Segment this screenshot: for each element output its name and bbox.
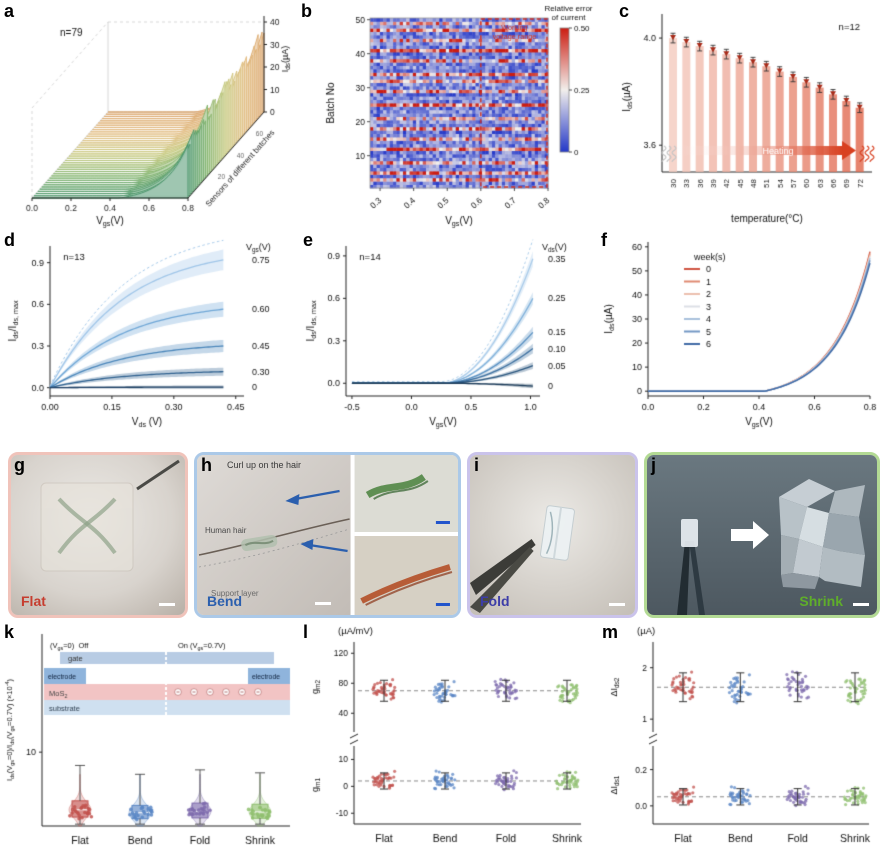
panel-letter-a: a: [4, 1, 15, 21]
panel-k-chart: [2, 622, 296, 858]
arrow-left-head: [285, 494, 300, 505]
panel-letter-c: c: [619, 1, 630, 21]
tweezers-icon: [689, 541, 705, 615]
arrow-right-icon: [731, 521, 769, 549]
panel-letter-h: h: [201, 455, 212, 475]
film-in-tweezers: [681, 519, 698, 547]
arrow-left-icon: [309, 543, 348, 553]
panel-letter-e: e: [303, 230, 314, 250]
panel-d-chart: [2, 232, 298, 446]
panel-l-chart: [298, 622, 595, 858]
tweezers-icon: [470, 547, 534, 613]
inset-scale-bar: [435, 603, 450, 606]
shrink-illustration: [647, 455, 877, 615]
photo-fold: Fold: [467, 452, 638, 618]
flat-label: Flat: [21, 593, 46, 609]
photo-flat: Flat: [8, 452, 188, 618]
bent-device: [241, 534, 278, 552]
panel-letter-b: b: [301, 1, 312, 21]
device-channel: [57, 497, 117, 555]
arrow-left-head: [300, 539, 314, 550]
arrow-left-icon: [295, 489, 340, 501]
fold-label: Fold: [480, 593, 510, 609]
probe-icon: [136, 459, 180, 491]
panel-e-chart: [300, 232, 596, 446]
panel-letter-f: f: [601, 230, 607, 250]
photo-bend: Curl up on the hair Human hair Support l…: [194, 452, 461, 618]
panel-f-chart: [598, 232, 883, 446]
panel-a-chart: [2, 2, 294, 230]
panel-m-chart: [597, 622, 883, 858]
shrink-scale-bar: [853, 603, 869, 606]
panel-c-chart: [616, 2, 883, 230]
curl-annotation: Curl up on the hair: [227, 460, 302, 470]
panel-letter-g: g: [14, 455, 25, 475]
inset-green-device: [365, 474, 426, 499]
panel-letter-l: l: [303, 622, 309, 642]
panel-letter-j: j: [651, 455, 657, 475]
support-layer-annotation: Support layer: [211, 589, 259, 599]
flat-device-illustration: [11, 455, 185, 615]
panel-b-chart: [296, 2, 614, 230]
fold-scale-bar: [609, 603, 625, 606]
fold-illustration: [470, 455, 635, 615]
tweezers-icon: [677, 541, 690, 615]
tweezers-icon: [470, 539, 536, 595]
bend-illustration: [197, 455, 458, 615]
crumpled-film: [779, 479, 865, 589]
human-hair-annotation: Human hair: [205, 526, 247, 535]
flat-scale-bar: [159, 603, 175, 606]
panel-letter-d: d: [4, 230, 15, 250]
panel-letter-k: k: [4, 622, 15, 642]
shrink-label: Shrink: [799, 593, 843, 609]
bend-scale-bar: [315, 602, 331, 605]
folded-film: [539, 505, 575, 561]
flat-film: [40, 482, 134, 572]
photo-shrink: Shrink: [644, 452, 880, 618]
support-layer-line: [198, 528, 350, 568]
inset-scale-bar: [435, 521, 450, 524]
bend-label: Bend: [207, 593, 242, 609]
panel-letter-m: m: [602, 622, 619, 642]
inset-red-device: [360, 564, 451, 604]
panel-letter-i: i: [474, 455, 480, 475]
